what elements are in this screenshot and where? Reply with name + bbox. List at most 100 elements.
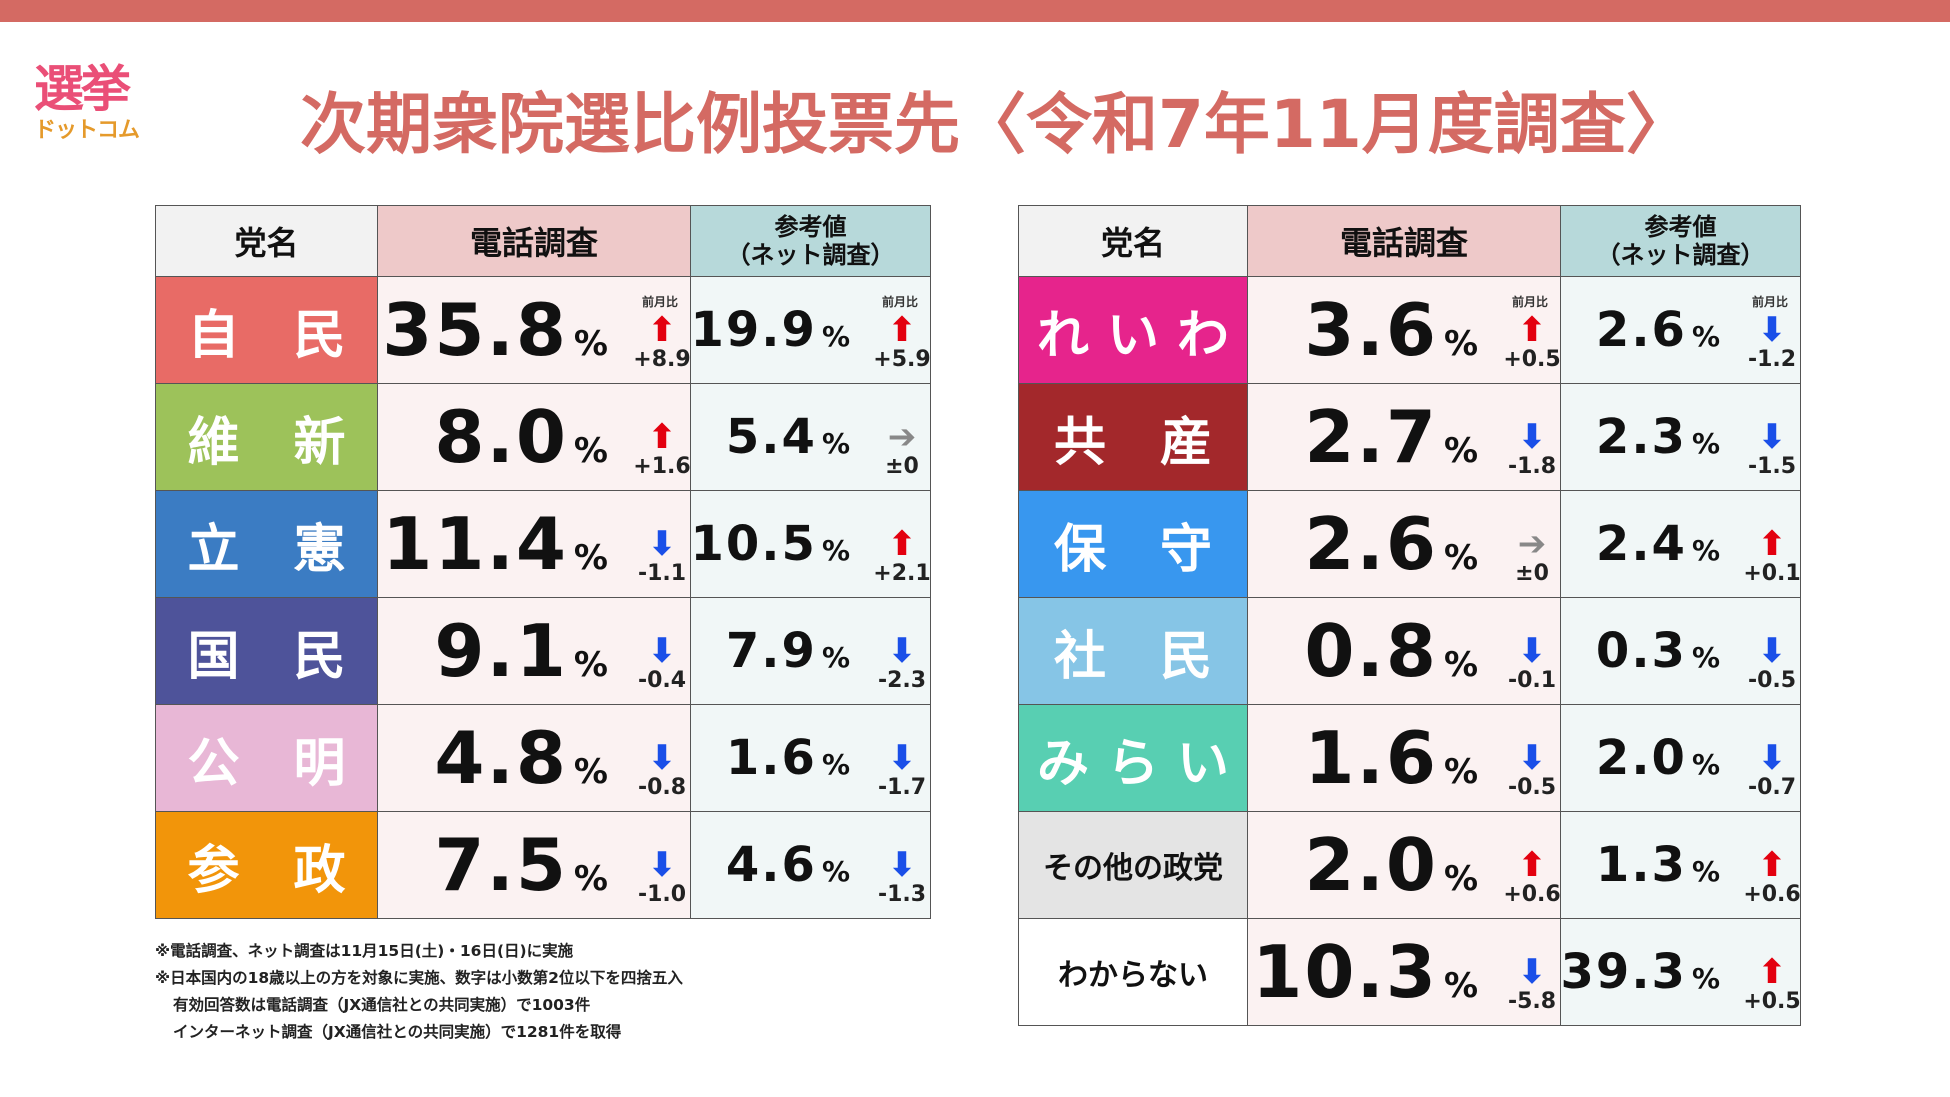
phone-diff: +1.6 [633, 454, 691, 479]
percent-sign: % [1691, 320, 1723, 353]
phone-diff: -1.1 [637, 561, 687, 586]
logo-line1: 選挙 [34, 60, 131, 118]
phone-number: 2.0 [1304, 823, 1438, 907]
arrow-up-icon: ⬆ [1517, 845, 1547, 885]
net-number: 4.6 [725, 837, 817, 893]
net-diff: -1.2 [1747, 347, 1797, 372]
phone-diff: +0.5 [1503, 347, 1561, 372]
footnote: 有効回答数は電話調査（JX通信社との共同実施）で1003件 [173, 996, 591, 1014]
party-name: 保 守 [1017, 490, 1249, 598]
net-number: 1.6 [725, 730, 817, 786]
phone-number: 4.8 [434, 716, 568, 800]
phone-value: 3.6% [1304, 288, 1480, 372]
net-diff: -0.5 [1747, 668, 1797, 693]
logo-line2: ドットコム [34, 118, 140, 143]
net-value-cell: 2.3% ⬇ -1.5 [1560, 383, 1802, 491]
phone-value: 2.6% [1304, 502, 1480, 586]
arrow-down-icon: ⬇ [647, 845, 677, 885]
table-row: 自 民 35.8% 前月比 ⬆ +8.9 19.9% 前月比 ⬆ +5.9 [155, 276, 931, 384]
arrow-down-icon: ⬇ [1757, 310, 1787, 350]
percent-sign: % [821, 641, 852, 674]
phone-value: 2.0% [1304, 823, 1480, 907]
phone-value: 35.8% [382, 288, 610, 372]
net-value: 0.3% [1596, 623, 1722, 679]
net-value-cell: 0.3% ⬇ -0.5 [1560, 597, 1802, 705]
party-name: 自 民 [155, 276, 378, 384]
percent-sign: % [573, 752, 610, 792]
phone-value: 7.5% [434, 823, 610, 907]
arrow-down-icon: ⬇ [1757, 417, 1787, 457]
phone-value-cell: 2.7% ⬇ -1.8 [1247, 383, 1562, 491]
net-value: 10.5% [692, 516, 853, 572]
net-value-cell: 1.6% ⬇ -1.7 [690, 704, 931, 812]
arrow-down-icon: ⬇ [1517, 738, 1547, 778]
net-diff: ±0 [885, 454, 919, 479]
phone-diff: +8.9 [633, 347, 691, 372]
arrow-down-icon: ⬇ [1517, 631, 1547, 671]
net-diff: -1.5 [1747, 454, 1797, 479]
net-diff: +5.9 [873, 347, 931, 372]
arrow-up-icon: ⬆ [1757, 845, 1787, 885]
phone-number: 35.8 [382, 288, 568, 372]
phone-diff: -0.5 [1507, 775, 1557, 800]
arrow-up-icon: ⬆ [1757, 952, 1787, 992]
phone-value-cell: 8.0% ⬆ +1.6 [377, 383, 691, 491]
phone-number: 2.7 [1304, 395, 1438, 479]
party-name: 立 憲 [155, 490, 378, 598]
phone-value-cell: 11.4% ⬇ -1.1 [377, 490, 691, 598]
percent-sign: % [821, 534, 852, 567]
net-value-cell: 4.6% ⬇ -1.3 [690, 811, 931, 919]
party-name: 国 民 [155, 597, 378, 705]
phone-value-cell: 7.5% ⬇ -1.0 [377, 811, 691, 919]
table-row: 保 守 2.6% ➔ ±0 2.4% ⬆ +0.1 [1017, 490, 1802, 598]
phone-number: 11.4 [382, 502, 568, 586]
net-value: 4.6% [726, 837, 852, 893]
percent-sign: % [573, 431, 610, 471]
phone-value: 11.4% [382, 502, 610, 586]
arrow-down-icon: ⬇ [1757, 738, 1787, 778]
table-header-row: 党名 電話調査 参考値 （ネット調査） [1017, 205, 1802, 277]
phone-value-cell: 35.8% 前月比 ⬆ +8.9 [377, 276, 691, 384]
header-net-line2: （ネット調査） [726, 241, 895, 269]
table-row: 国 民 9.1% ⬇ -0.4 7.9% ⬇ -2.3 [155, 597, 931, 705]
arrow-up-icon: ⬆ [1517, 310, 1547, 350]
net-number: 7.9 [725, 623, 817, 679]
net-number: 5.4 [725, 409, 817, 465]
party-name: みらい [1017, 704, 1249, 812]
phone-diff: ±0 [1515, 561, 1549, 586]
net-number: 2.0 [1595, 730, 1687, 786]
net-value-cell: 5.4% ➔ ±0 [690, 383, 931, 491]
phone-value: 1.6% [1304, 716, 1480, 800]
arrow-flat-icon: ➔ [1517, 524, 1547, 564]
percent-sign: % [1443, 752, 1481, 792]
percent-sign: % [1443, 645, 1481, 685]
net-value: 39.3% [1562, 944, 1723, 1000]
prev-month-label: 前月比 [641, 295, 678, 309]
phone-number: 2.6 [1304, 502, 1438, 586]
percent-sign: % [1691, 427, 1723, 460]
net-value: 2.4% [1596, 516, 1722, 572]
phone-value: 8.0% [434, 395, 610, 479]
phone-number: 7.5 [434, 823, 568, 907]
arrow-up-icon: ⬆ [647, 417, 677, 457]
phone-number: 9.1 [434, 609, 568, 693]
phone-value: 10.3% [1252, 930, 1480, 1014]
percent-sign: % [573, 859, 610, 899]
net-number: 2.3 [1595, 409, 1687, 465]
net-value-cell: 19.9% 前月比 ⬆ +5.9 [690, 276, 931, 384]
percent-sign: % [1691, 534, 1723, 567]
percent-sign: % [821, 320, 852, 353]
net-number: 0.3 [1595, 623, 1687, 679]
arrow-down-icon: ⬇ [1517, 417, 1547, 457]
net-value: 19.9% [692, 302, 853, 358]
header-net-line2: （ネット調査） [1596, 241, 1765, 269]
phone-value-cell: 10.3% ⬇ -5.8 [1247, 918, 1562, 1026]
percent-sign: % [1691, 641, 1723, 674]
net-value-cell: 2.4% ⬆ +0.1 [1560, 490, 1802, 598]
phone-value-cell: 2.0% ⬆ +0.6 [1247, 811, 1562, 919]
poll-table-left: 党名 電話調査 参考値 （ネット調査） 自 民 35.8% 前月比 ⬆ +8.9 19.9… [155, 205, 931, 919]
net-number: 2.4 [1595, 516, 1687, 572]
footnotes: ※電話調査、ネット調査は11月15日(土)・16日(日)に実施 ※日本国内の18… [155, 938, 683, 1046]
percent-sign: % [1443, 324, 1481, 364]
table-row: みらい 1.6% ⬇ -0.5 2.0% ⬇ -0.7 [1017, 704, 1802, 812]
